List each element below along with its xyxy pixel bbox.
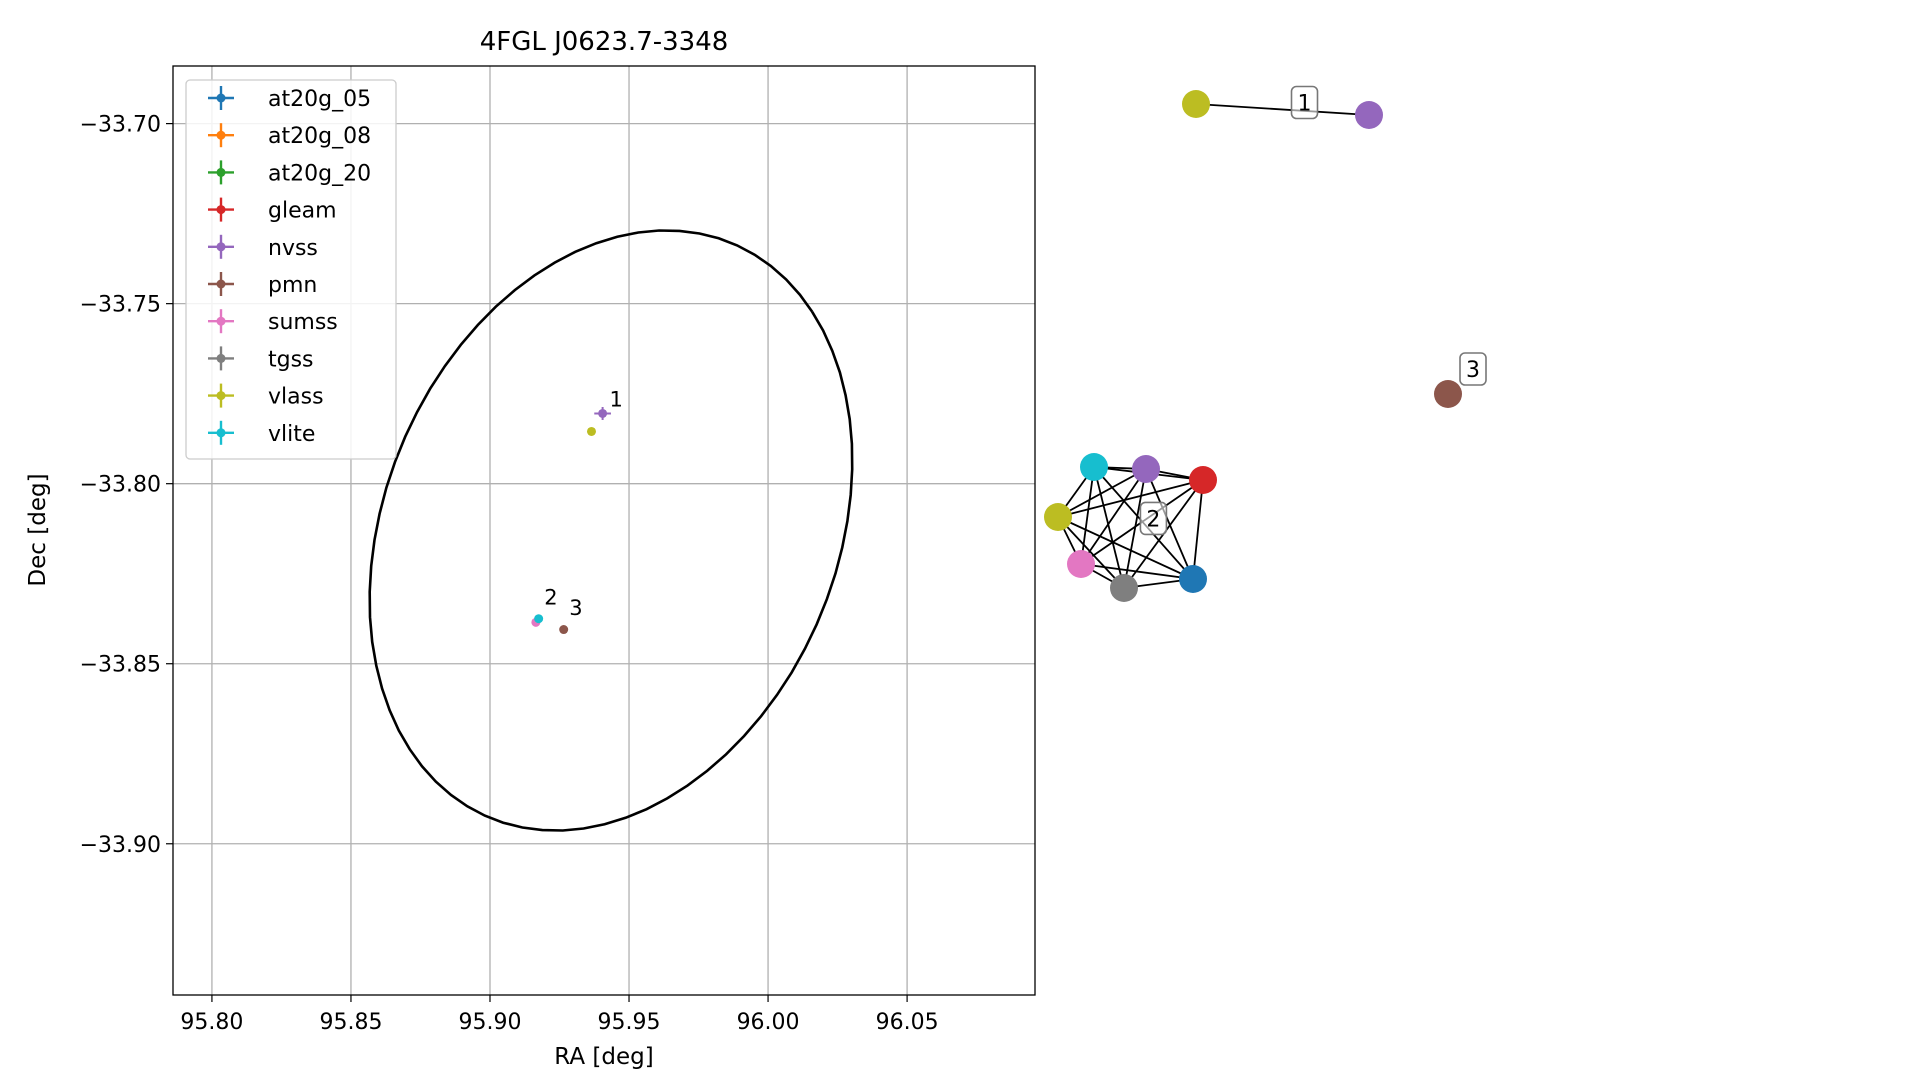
network-edge xyxy=(1123,468,1147,589)
network-edge xyxy=(1145,468,1194,580)
legend-box xyxy=(185,79,397,460)
network-node xyxy=(1080,453,1108,481)
network-edge xyxy=(1057,516,1194,580)
legend-marker xyxy=(216,130,226,140)
network-edge xyxy=(1057,516,1125,589)
network-node xyxy=(1434,380,1462,408)
network-node xyxy=(1044,503,1072,531)
point-label: 3 xyxy=(569,596,582,620)
cluster-label: 1 xyxy=(1298,92,1312,117)
cluster-label-box xyxy=(1139,501,1168,536)
y-tick-label: −33.75 xyxy=(80,293,161,318)
network-edge xyxy=(1093,466,1125,589)
cluster-label-box xyxy=(1290,85,1319,120)
cluster-label: 3 xyxy=(1466,358,1480,383)
legend-label: at20g_05 xyxy=(268,87,371,112)
legend-label: vlass xyxy=(268,385,324,410)
chart-title: 4FGL J0623.7-3348 xyxy=(480,27,729,57)
cluster-label-box xyxy=(1459,352,1487,386)
network-node xyxy=(1067,550,1095,578)
y-axis-label: Dec [deg] xyxy=(25,473,51,586)
source-marker xyxy=(534,614,544,624)
legend-marker xyxy=(216,316,226,326)
network-node xyxy=(1189,466,1217,494)
legend-marker xyxy=(216,205,226,215)
legend-label: pmn xyxy=(268,273,317,298)
x-tick-label: 96.00 xyxy=(737,1010,800,1035)
legend-marker xyxy=(216,93,226,103)
network-edge xyxy=(1080,468,1147,565)
x-axis-label: RA [deg] xyxy=(554,1044,653,1070)
localization-ellipse xyxy=(368,229,854,832)
point-label: 2 xyxy=(544,585,557,609)
legend-marker xyxy=(216,391,226,401)
y-axis-ticks: −33.70 −33.75 −33.80 −33.85 −33.90 xyxy=(80,113,173,858)
legend-label: gleam xyxy=(268,199,337,224)
network-node xyxy=(1355,101,1383,129)
x-tick-label: 95.85 xyxy=(319,1010,382,1035)
x-axis-ticks: 95.80 95.85 95.90 95.95 96.00 96.05 xyxy=(180,995,939,1035)
y-tick-label: −33.80 xyxy=(80,473,161,498)
x-tick-label: 95.80 xyxy=(180,1010,243,1035)
legend-marker xyxy=(216,167,226,177)
legend-label: vlite xyxy=(268,422,315,447)
x-tick-label: 95.95 xyxy=(598,1010,661,1035)
legend-marker xyxy=(216,428,226,438)
legend-label: sumss xyxy=(268,310,338,335)
network-node xyxy=(1182,90,1210,118)
x-tick-label: 96.05 xyxy=(876,1010,939,1035)
legend-label: at20g_20 xyxy=(268,161,371,186)
network-node xyxy=(1132,455,1160,483)
network-edge xyxy=(1195,103,1370,116)
y-tick-label: −33.85 xyxy=(80,653,161,678)
legend-marker xyxy=(216,279,226,289)
legend-label: tgss xyxy=(268,347,314,372)
network-edge xyxy=(1080,563,1194,580)
network-node xyxy=(1110,574,1138,602)
legend-marker xyxy=(216,353,226,363)
network-edge xyxy=(1057,468,1147,518)
y-tick-label: −33.70 xyxy=(80,113,161,138)
legend-label: at20g_08 xyxy=(268,124,371,149)
network-edge xyxy=(1192,479,1204,580)
network-node xyxy=(1179,565,1207,593)
network-edge xyxy=(1080,466,1095,565)
source-marker xyxy=(559,625,569,635)
point-annotations: 1 2 3 xyxy=(544,387,623,620)
x-tick-label: 95.90 xyxy=(459,1010,522,1035)
point-label: 1 xyxy=(610,387,623,411)
cluster-label: 2 xyxy=(1146,507,1160,532)
legend-marker xyxy=(216,242,226,252)
scatter-points xyxy=(531,406,611,635)
network-edge xyxy=(1057,479,1204,518)
axes-frame xyxy=(172,65,1036,996)
source-marker xyxy=(586,426,596,436)
source-marker xyxy=(598,408,608,418)
error-ellipse-layer xyxy=(368,229,854,832)
legend-label: nvss xyxy=(268,236,318,261)
network-graph: 1 2 3 xyxy=(1044,85,1487,602)
y-tick-label: −33.90 xyxy=(80,833,161,858)
